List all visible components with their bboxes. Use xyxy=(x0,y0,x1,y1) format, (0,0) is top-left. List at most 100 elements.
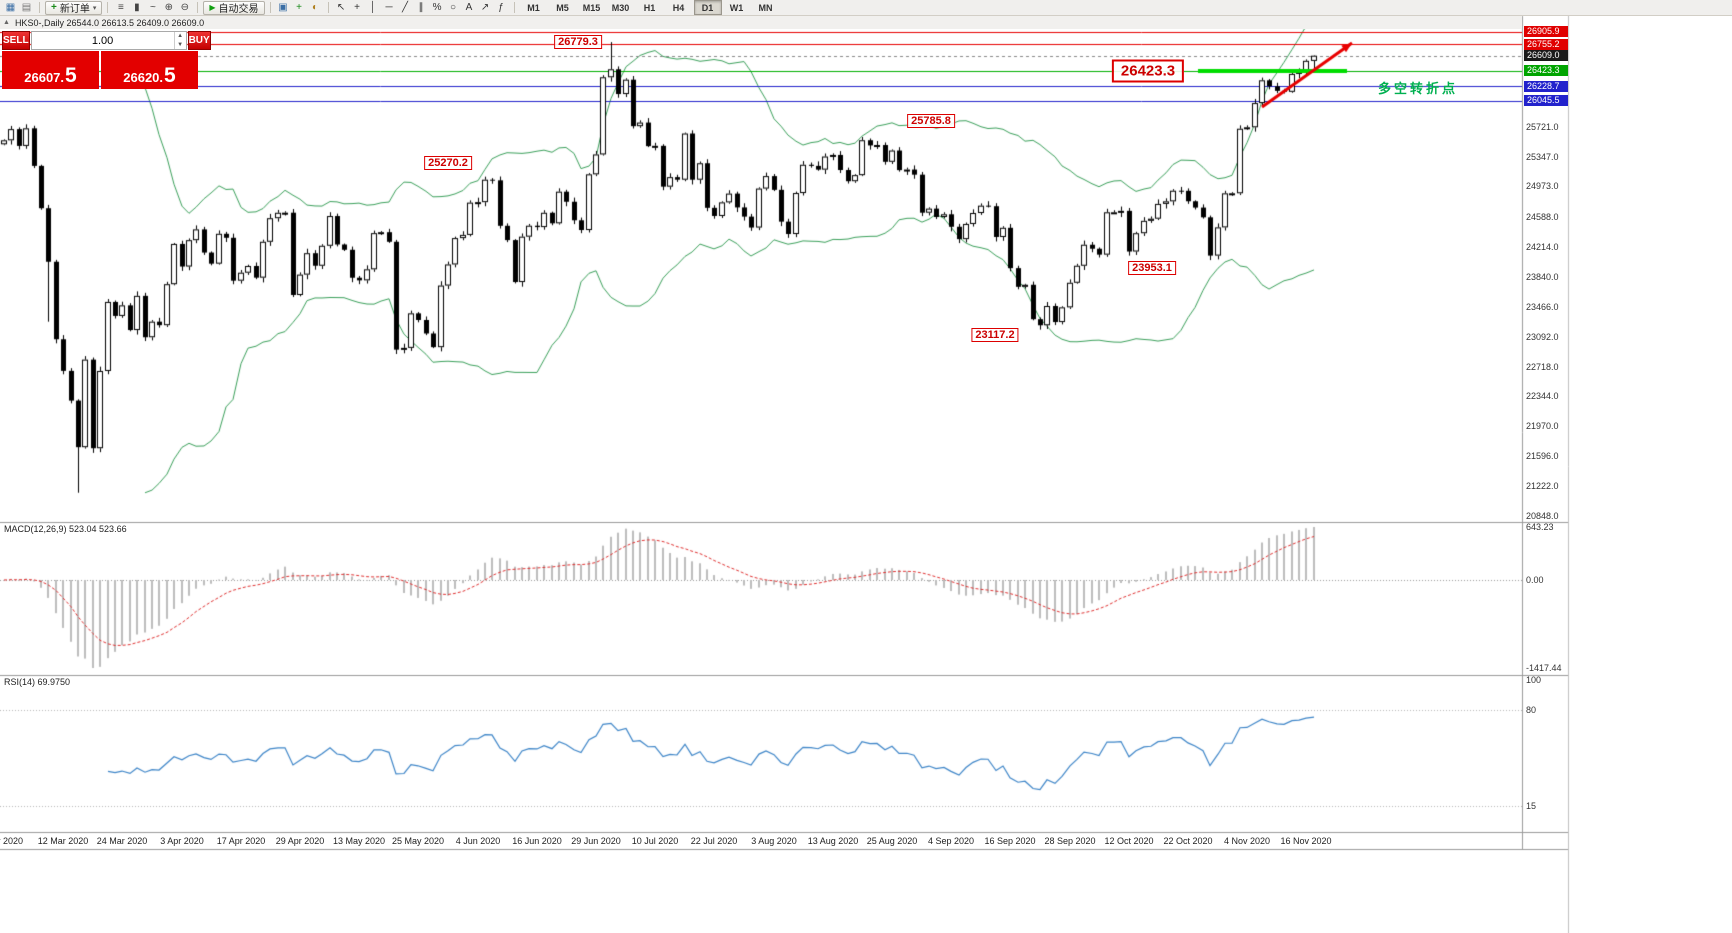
price-axis-tick: 21596.0 xyxy=(1526,451,1559,462)
date-axis-label: 16 Jun 2020 xyxy=(512,836,562,846)
date-axis-label: 29 Apr 2020 xyxy=(275,836,325,846)
key-level-label[interactable]: 26423.3 xyxy=(1111,59,1185,83)
lot-spinner: ▲ ▼ xyxy=(173,32,186,49)
plus-icon: + xyxy=(51,2,57,13)
date-axis-label: 12 Oct 2020 xyxy=(1104,836,1154,846)
price-axis-tick: 21222.0 xyxy=(1526,481,1559,492)
price-axis-label: 26045.5 xyxy=(1524,95,1568,107)
indicator-list-icon[interactable]: ƒ xyxy=(498,2,504,13)
cursor-icon[interactable]: ↖ xyxy=(336,2,346,13)
timeframe-button-H1[interactable]: H1 xyxy=(643,2,656,13)
main-toolbar: ▦ ▤ + 新订单 ▾ ≡ ▮ ~ ⊕ ⊖ ▶ 自动交易 ▣ + ◐ ↖ + │ ─ ╱ ∥% ○ A ↗ ƒ … xyxy=(0,0,1732,16)
price-callout[interactable]: 23117.2 xyxy=(971,327,1019,342)
date-axis-label: 17 Apr 2020 xyxy=(216,836,266,846)
timeframe-button-M5[interactable]: M5 xyxy=(556,2,569,13)
one-click-trading-panel: SELL ▲ ▼ BUY 26607. 5 26620. 5 xyxy=(2,31,211,89)
lot-size-input[interactable] xyxy=(31,32,174,49)
autotrading-label: 自动交易 xyxy=(218,4,259,15)
buy-price-display: 26620. 5 xyxy=(101,51,198,89)
price-axis-tick: 22718.0 xyxy=(1526,361,1559,372)
sell-price-main: 26607. xyxy=(24,70,65,85)
one-click-toggle-icon[interactable]: ▲ xyxy=(3,19,10,26)
arrow-tools-icon[interactable]: ↗ xyxy=(480,2,490,13)
date-axis-label: 4 Jun 2020 xyxy=(455,836,501,846)
toolbar-separator xyxy=(269,2,271,13)
timeframe-button-H4[interactable]: H4 xyxy=(672,2,685,13)
price-axis-tick: 23092.0 xyxy=(1526,331,1559,342)
zoom-out-icon[interactable]: ⊖ xyxy=(180,2,190,13)
indicators-icon[interactable]: + xyxy=(296,2,302,13)
date-axis-label: 13 Aug 2020 xyxy=(807,836,859,846)
date-axis-label: 29 Jun 2020 xyxy=(571,836,621,846)
profiles-icon[interactable]: ▤ xyxy=(21,2,32,13)
tile-windows-icon[interactable]: ▣ xyxy=(278,2,288,13)
price-axis-label: 26609.0 xyxy=(1524,50,1568,62)
lot-decrease-button[interactable]: ▼ xyxy=(177,41,184,48)
date-axis-label: 3 Aug 2020 xyxy=(751,836,797,846)
sell-button[interactable]: SELL xyxy=(2,31,30,50)
date-axis-label: 16 Sep 2020 xyxy=(984,836,1036,846)
buy-button[interactable]: BUY xyxy=(187,31,211,50)
date-axis-label: 22 Jul 2020 xyxy=(690,836,738,846)
price-axis-tick: 22344.0 xyxy=(1526,391,1559,402)
price-callout[interactable]: 25270.2 xyxy=(424,155,472,170)
date-axis-label: 4 Nov 2020 xyxy=(1223,836,1271,846)
vertical-line-icon[interactable]: │ xyxy=(369,2,377,13)
price-callout[interactable]: 23953.1 xyxy=(1128,260,1176,275)
date-axis-label: 28 Sep 2020 xyxy=(1044,836,1096,846)
autotrading-button[interactable]: ▶ 自动交易 xyxy=(203,0,265,15)
date-axis-label: 25 May 2020 xyxy=(391,836,445,846)
timeframe-button-W1[interactable]: W1 xyxy=(729,2,744,13)
play-icon: ▶ xyxy=(209,3,216,12)
toolbar-separator xyxy=(39,2,40,13)
date-axis-label: 3 Apr 2020 xyxy=(160,836,204,846)
trend-note-text[interactable]: 多空转折点 xyxy=(1378,81,1459,96)
sell-price-big-digit: 5 xyxy=(65,64,77,87)
date-axis-label: Mar 2020 xyxy=(0,836,24,846)
timeframe-button-M30[interactable]: M30 xyxy=(611,2,630,13)
new-chart-icon[interactable]: ▦ xyxy=(5,2,16,13)
bar-chart-icon[interactable]: ≡ xyxy=(117,2,124,13)
timeframe-button-M15[interactable]: M15 xyxy=(582,2,601,13)
date-axis-label: 22 Oct 2020 xyxy=(1163,836,1213,846)
macd-label: MACD(12,26,9) 523.04 523.66 xyxy=(4,524,127,534)
text-icon[interactable]: A xyxy=(465,2,473,13)
price-callout[interactable]: 25785.8 xyxy=(907,114,955,129)
crosshair-icon[interactable]: + xyxy=(354,2,360,13)
channel-icon[interactable]: ∥ xyxy=(418,2,424,13)
zoom-in-icon[interactable]: ⊕ xyxy=(164,2,174,13)
lot-size-field: ▲ ▼ xyxy=(30,31,187,50)
timeframe-button-MN[interactable]: MN xyxy=(758,2,773,13)
price-axis-label: 26755.2 xyxy=(1524,38,1568,50)
toolbar-separator xyxy=(327,2,329,13)
price-axis-tick: 24214.0 xyxy=(1526,242,1559,253)
trendline-icon[interactable]: ╱ xyxy=(402,2,409,13)
price-axis-label: 26905.9 xyxy=(1524,26,1568,38)
price-axis-tick: 23466.0 xyxy=(1526,301,1559,312)
fibonacci-icon[interactable]: % xyxy=(432,2,442,13)
line-chart-icon[interactable]: ~ xyxy=(149,2,156,13)
price-axis-tick: 24588.0 xyxy=(1526,212,1559,223)
date-axis-label: 25 Aug 2020 xyxy=(866,836,918,846)
new-order-button[interactable]: + 新订单 ▾ xyxy=(45,0,103,15)
date-axis-label: 16 Nov 2020 xyxy=(1280,836,1332,846)
candle-chart-icon[interactable]: ▮ xyxy=(134,2,140,13)
timeframe-button-M1[interactable]: M1 xyxy=(527,2,540,13)
rsi-axis-label: 100 xyxy=(1526,675,1542,685)
date-axis-label: 4 Sep 2020 xyxy=(927,836,975,846)
price-callout[interactable]: 26779.3 xyxy=(554,35,602,50)
rsi-axis-label: 15 xyxy=(1526,800,1537,811)
horizontal-line-icon[interactable]: ─ xyxy=(385,2,393,13)
price-axis-tick: 23840.0 xyxy=(1526,271,1559,282)
macd-axis-min: -1417.44 xyxy=(1526,663,1562,673)
shapes-icon[interactable]: ○ xyxy=(449,2,457,13)
macd-axis-max: 643.23 xyxy=(1526,522,1554,532)
toolbar-separator xyxy=(197,2,199,13)
lot-increase-button[interactable]: ▲ xyxy=(177,33,184,39)
timeframe-button-D1[interactable]: D1 xyxy=(693,0,722,15)
cycles-icon[interactable]: ◐ xyxy=(311,2,319,13)
price-axis-tick: 25347.0 xyxy=(1526,151,1559,162)
rsi-label: RSI(14) 69.9750 xyxy=(4,677,71,687)
